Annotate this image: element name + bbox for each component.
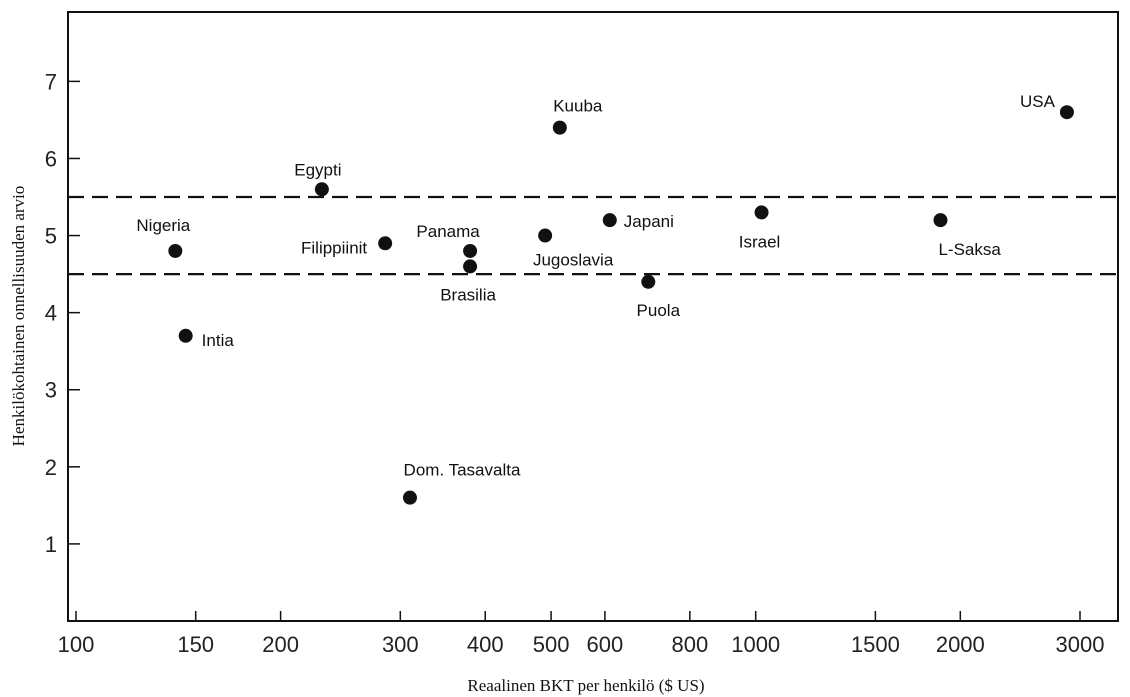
x-tick-label: 1000 xyxy=(731,632,780,657)
data-point xyxy=(1059,105,1074,120)
y-tick-label: 5 xyxy=(45,224,57,249)
plot-frame xyxy=(67,11,1119,622)
x-tick-label: 600 xyxy=(587,632,624,657)
y-tick-label: 3 xyxy=(45,378,57,403)
x-tick-label: 2000 xyxy=(936,632,985,657)
data-point xyxy=(552,120,567,135)
y-tick-label: 7 xyxy=(45,69,57,94)
y-axis-ticks: 1 2 3 4 5 6 7 xyxy=(45,69,80,557)
data-point xyxy=(641,274,656,289)
reference-lines xyxy=(68,195,1118,276)
data-point xyxy=(754,205,769,220)
x-axis-title: Reaalinen BKT per henkilö ($ US) xyxy=(467,676,704,695)
data-point xyxy=(378,236,393,251)
data-point-label: Egypti xyxy=(294,160,341,179)
x-tick-label: 150 xyxy=(177,632,214,657)
x-tick-label: 3000 xyxy=(1056,632,1105,657)
data-point-label: L-Saksa xyxy=(938,240,1001,259)
data-point-label: Jugoslavia xyxy=(533,251,614,270)
data-point-label: Filippiinit xyxy=(301,238,367,257)
data-point xyxy=(463,243,478,258)
data-point xyxy=(314,182,329,197)
data-point-label: Panama xyxy=(416,222,480,241)
y-tick-label: 2 xyxy=(45,455,57,480)
data-point-label: Intia xyxy=(202,331,235,350)
x-axis-ticks: 100 150 200 300 400 500 600 800 1000 1500 2000 3000 xyxy=(58,611,1105,657)
data-point-label: Brasilia xyxy=(440,285,496,304)
data-point xyxy=(933,213,948,228)
data-point-label: Israel xyxy=(739,232,781,251)
y-tick-label: 1 xyxy=(45,532,57,557)
data-point-label: Dom. Tasavalta xyxy=(404,461,521,480)
x-tick-label: 300 xyxy=(382,632,419,657)
data-point-label: Nigeria xyxy=(136,216,190,235)
data-point-label: Kuuba xyxy=(553,97,603,116)
x-tick-label: 1500 xyxy=(851,632,900,657)
data-point xyxy=(463,259,478,274)
x-tick-label: 100 xyxy=(58,632,95,657)
x-tick-label: 400 xyxy=(467,632,504,657)
data-points: Nigeria Intia Egypti Filippiinit Dom. Tasava… xyxy=(136,92,1074,505)
data-point xyxy=(168,243,183,258)
data-point-label: USA xyxy=(1020,92,1056,111)
data-point xyxy=(538,228,553,243)
data-point-label: Japani xyxy=(624,212,674,231)
y-tick-label: 4 xyxy=(45,301,57,326)
data-point xyxy=(402,490,417,505)
x-tick-label: 800 xyxy=(671,632,708,657)
data-point-label: Puola xyxy=(637,301,681,320)
y-tick-label: 6 xyxy=(45,146,57,171)
data-point xyxy=(602,213,617,228)
data-point xyxy=(178,328,193,343)
y-axis-title: Henkilökohtainen onnellisuuden arvio xyxy=(9,186,28,447)
x-tick-label: 200 xyxy=(262,632,299,657)
x-tick-label: 500 xyxy=(533,632,570,657)
